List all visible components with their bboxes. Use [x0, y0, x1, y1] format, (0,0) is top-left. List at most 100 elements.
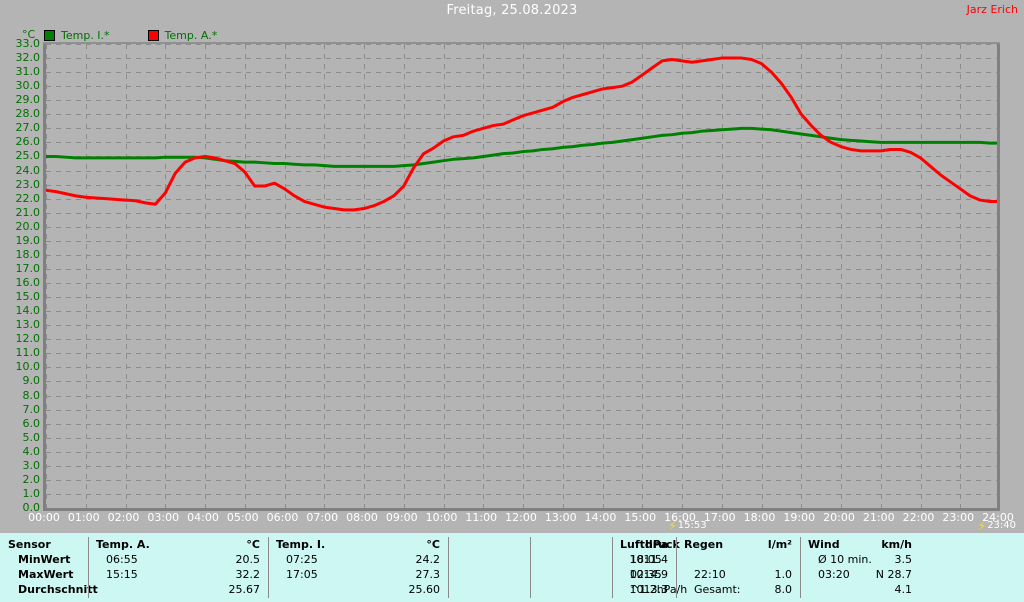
series-line-temp-aussen: [44, 56, 1002, 212]
y-axis-tick-label: 18.0: [15, 247, 41, 261]
table-cell-label: Ø 10 min.: [818, 553, 872, 566]
y-axis-tick-label: 12.0: [15, 332, 41, 346]
table-row: [448, 552, 530, 567]
y-axis-tick-label: 8.0: [22, 388, 41, 402]
x-axis-tick-label: 23:00: [942, 511, 975, 524]
table-cell-label: MaxWert: [18, 568, 74, 581]
y-axis-tick-label: 4.0: [22, 444, 41, 458]
table-row: 22:10 1.0: [676, 567, 800, 582]
table-row: Temp. A. °C: [88, 537, 268, 552]
y-axis-tick-label: 10.0: [15, 360, 41, 374]
table-cell-label: Luftdruck: [620, 538, 680, 551]
y-axis-tick-label: 1.0: [22, 486, 41, 500]
event-marker-time: 15:53: [677, 520, 707, 531]
y-axis-tick-label: 33.0: [15, 37, 41, 50]
table-row: 4.1: [800, 582, 920, 597]
x-axis-tick-label: 04:00: [187, 511, 219, 524]
x-axis-tick-label: 10:00: [425, 511, 458, 524]
table-row: 06:55 20.5: [88, 552, 268, 567]
table-group-wind: Wind km/h Ø 10 min. 3.5 03:20 N 28.7 4.1: [800, 533, 920, 602]
table-cell-value: 1013.3: [629, 583, 669, 596]
table-row: [530, 552, 612, 567]
y-axis-tick-label: 22.0: [15, 191, 41, 205]
table-row: [530, 537, 612, 552]
table-cell-value: km/h: [881, 538, 912, 551]
table-cell-value: 20.5: [235, 553, 261, 566]
table-cell-value: °C: [246, 538, 260, 551]
legend-swatch-green: [44, 29, 55, 41]
x-axis-tick-label: 17:00: [703, 511, 736, 524]
summary-data-table: Sensor MinWert MaxWert Durchschnitt Temp. A.…: [0, 533, 1024, 602]
x-axis-tick-label: 07:00: [306, 511, 339, 524]
x-axis-tick-label: 13:00: [544, 511, 577, 524]
y-axis-tick-label: 2.0: [22, 472, 41, 486]
plot-right-rule: [997, 44, 1000, 511]
page-title: Freitag, 25.08.2023: [446, 3, 578, 18]
legend-item-temp-innen[interactable]: Temp. I.*: [44, 29, 110, 42]
table-cell-value: 27.3: [415, 568, 441, 581]
table-row: Gesamt: 8.0: [676, 582, 800, 597]
table-column-separator: [448, 537, 449, 598]
y-axis-tick-label: 5.0: [22, 430, 41, 444]
table-cell-value: 25.67: [228, 583, 261, 596]
y-axis-tick-label: 19.0: [15, 233, 41, 247]
x-axis-tick-label: 01:00: [67, 511, 100, 524]
table-cell-label: 06:55: [106, 553, 138, 566]
y-axis-tick-label: 29.0: [15, 93, 41, 107]
table-cell-value: N 28.7: [875, 568, 912, 581]
y-axis-tick-label: 6.0: [22, 416, 41, 430]
table-cell-label: Regen: [684, 538, 724, 551]
table-row: 17:05 27.3: [268, 567, 448, 582]
table-cell-value: 1014.9: [629, 568, 669, 581]
table-cell-label: 02:35: [630, 568, 662, 581]
y-axis-tick-label: 28.0: [15, 107, 41, 121]
table-row: 25.67: [88, 582, 268, 597]
y-axis-tick-label: 13.0: [15, 318, 41, 332]
table-row: Regen l/m²: [676, 537, 800, 552]
table-row: 15:15 32.2: [88, 567, 268, 582]
x-axis-tick-label: 22:00: [902, 511, 935, 524]
chart-svg: [44, 44, 1002, 508]
chart-header: Freitag, 25.08.2023 Jarz Erich: [0, 0, 1024, 22]
y-axis-labels: 33.0 32.0 31.0 30.0 29.0 28.0 27.0 26.0 25.0 24.0…: [0, 0, 41, 533]
lightning-icon: ⚡: [668, 518, 677, 533]
y-axis-tick-label: 17.0: [15, 261, 41, 275]
x-axis-tick-label: 05:00: [226, 511, 259, 524]
table-row: Ø 10 min. 3.5: [800, 552, 920, 567]
table-group-temp-innen: Temp. I. °C 07:25 24.2 17:05 27.3 25.60: [268, 533, 448, 602]
x-axis-tick-label: 08:00: [346, 511, 378, 524]
x-axis-tick-label: 18:00: [743, 511, 776, 524]
table-row: 18:05 1011.4: [612, 552, 676, 567]
x-axis-tick-label: 09:00: [385, 511, 418, 524]
x-axis-tick-label: 06:00: [266, 511, 299, 524]
table-column-separator: [530, 537, 531, 598]
table-column-separator: [268, 537, 269, 598]
y-axis-tick-label: 0.0: [22, 501, 41, 514]
table-column-separator: [88, 537, 89, 598]
y-axis-unit-label: °C: [22, 28, 36, 41]
x-axis-tick-label: 16:00: [664, 511, 696, 524]
x-axis-tick-label: 11:00: [465, 511, 498, 524]
x-axis-tick-label: 00:00: [28, 511, 60, 524]
y-axis-tick-label: 15.0: [15, 290, 41, 304]
legend-item-temp-aussen[interactable]: Temp. A.*: [147, 29, 217, 42]
x-axis-tick-label: 15:00: [624, 511, 657, 524]
table-group-empty-a: [448, 533, 530, 602]
y-axis-tick-label: 24.0: [15, 163, 41, 177]
table-row: Durchschnitt: [0, 582, 98, 597]
x-axis-tick-label: 21:00: [862, 511, 895, 524]
y-axis-tick-label: 32.0: [15, 51, 41, 65]
table-cell-value: 24.2: [415, 553, 441, 566]
y-axis-tick-label: 11.0: [15, 346, 41, 360]
y-axis-tick-label: 25.0: [15, 149, 41, 163]
table-cell-value: 8.0: [774, 583, 793, 596]
table-row: [530, 567, 612, 582]
table-cell-label: Gesamt:: [694, 583, 741, 596]
plot-area[interactable]: [43, 44, 1002, 511]
table-row: 25.60: [268, 582, 448, 597]
table-cell-value: l/m²: [767, 538, 792, 551]
y-axis-tick-label: 23.0: [15, 177, 41, 191]
table-cell-label: 22:10: [694, 568, 726, 581]
table-cell-value: °C: [426, 538, 440, 551]
x-axis-tick-label: 20:00: [823, 511, 855, 524]
